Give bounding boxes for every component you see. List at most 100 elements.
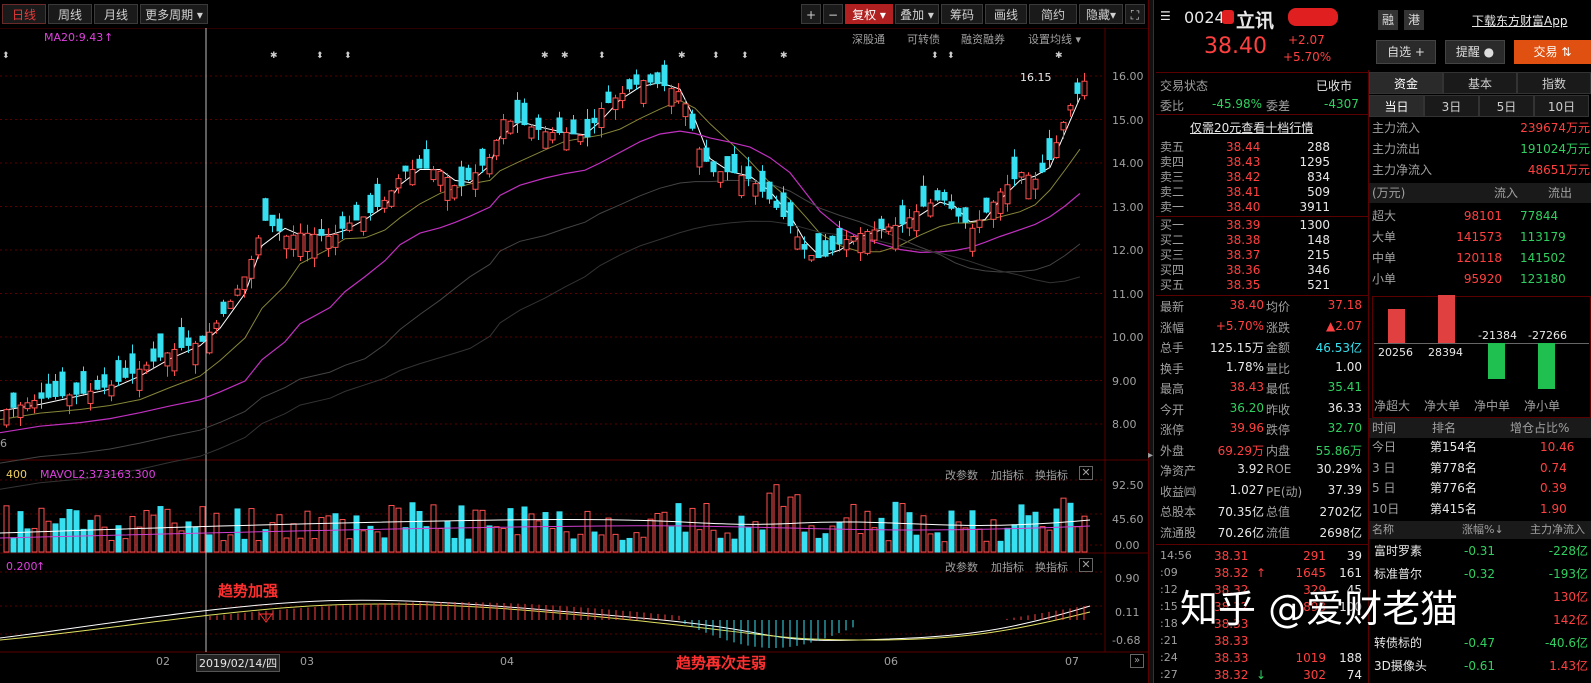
sector-name[interactable]: 标准普尔 — [1374, 567, 1423, 581]
menu-icon[interactable]: ☰ — [1160, 9, 1171, 23]
zoom-out-button[interactable]: − — [823, 4, 843, 24]
candle — [318, 229, 325, 236]
candle — [906, 217, 913, 229]
alert-button[interactable]: 提醒 ● — [1445, 40, 1505, 64]
simple-mode-button[interactable]: 简约 — [1029, 4, 1077, 24]
volume-bar — [815, 537, 822, 553]
event-marker-icon[interactable]: ✱ — [678, 51, 686, 61]
volume-bar — [493, 526, 500, 553]
event-marker-icon[interactable]: ⬍ — [598, 51, 606, 61]
bids-row[interactable]: 买三 38.37 215 — [1160, 248, 1330, 263]
link-set-ma[interactable]: 设置均线 ▾ — [1028, 33, 1082, 46]
candle — [31, 400, 38, 409]
tick-price: 38.32 — [1214, 566, 1249, 580]
volume-bar — [1074, 526, 1081, 553]
chart-area[interactable]: ⬍ ✱ ⬍ ⬍ ✱ ✱ ⬍ ✱ ⬍ ⬍ ✱ ⬍ ⬍ ✱ — [0, 28, 1148, 683]
zoom-in-button[interactable]: + — [801, 4, 821, 24]
event-marker-icon[interactable]: ⬍ — [741, 51, 749, 61]
asks-row[interactable]: 卖二 38.41 509 — [1160, 185, 1330, 200]
sector-name[interactable]: 3D摄像头 — [1374, 659, 1427, 673]
candle — [878, 218, 885, 229]
event-marker-icon[interactable]: ⬍ — [2, 51, 10, 61]
flow-period-tab[interactable]: 5日 — [1479, 95, 1534, 117]
event-marker-icon[interactable]: ✱ — [270, 51, 278, 61]
event-marker-icon[interactable]: ⬍ — [947, 51, 955, 61]
macd-switch-indicator[interactable]: 换指标 — [1035, 561, 1068, 574]
flow-period-tab[interactable]: 当日 — [1369, 95, 1424, 117]
candle — [647, 74, 654, 83]
collapse-arrow-icon[interactable]: ▸ — [1148, 450, 1154, 461]
period-day-tab[interactable]: 日线 — [2, 4, 46, 24]
hide-dropdown[interactable]: 隐藏▾ — [1079, 4, 1123, 24]
macd-edit-params[interactable]: 改参数 — [945, 561, 978, 574]
volume-bar — [458, 505, 465, 553]
asks-row[interactable]: 卖一 38.40 3911 — [1160, 200, 1330, 215]
vol-add-indicator[interactable]: 加指标 — [991, 469, 1024, 482]
bids-row[interactable]: 买二 38.38 148 — [1160, 233, 1330, 248]
more-periods-dropdown[interactable]: 更多周期 ▾ — [140, 4, 208, 24]
link-hk-connect[interactable]: 深股通 — [852, 33, 885, 46]
macd-y-tick-2: -0.68 — [1112, 634, 1141, 647]
link-margin[interactable]: 融资融券 — [961, 33, 1005, 46]
event-marker-icon[interactable]: ⬍ — [931, 51, 939, 61]
stat-label: 涨停 — [1160, 423, 1185, 437]
flow-row-in: 95920 — [1463, 272, 1502, 286]
vol-edit-params[interactable]: 改参数 — [945, 469, 978, 482]
trade-button[interactable]: 交易 ⇅ — [1514, 40, 1591, 64]
flow-tab[interactable]: 基本 — [1443, 72, 1517, 94]
asks-row[interactable]: 卖三 38.42 834 — [1160, 170, 1330, 185]
asks-row[interactable]: 卖四 38.43 1295 — [1160, 155, 1330, 170]
event-marker-icon[interactable]: ✱ — [1055, 51, 1063, 61]
volume-bar — [857, 533, 864, 553]
chips-button[interactable]: 筹码 — [941, 4, 983, 24]
event-marker-icon[interactable]: ✱ — [541, 51, 549, 61]
event-marker-icon[interactable]: ✱ — [561, 51, 569, 61]
sector-name[interactable]: 转债标的 — [1374, 636, 1423, 650]
flow-period-tab[interactable]: 3日 — [1424, 95, 1479, 117]
candle — [675, 91, 682, 102]
draw-line-button[interactable]: 画线 — [985, 4, 1027, 24]
event-marker-icon[interactable]: ✱ — [780, 51, 788, 61]
volume-bar — [654, 513, 661, 553]
scroll-right-icon[interactable]: » — [1130, 654, 1144, 668]
sector-name[interactable]: 富时罗素 — [1374, 544, 1423, 558]
price-tick: 10.00 — [1112, 331, 1144, 344]
ten-level-link[interactable]: 仅需20元查看十档行情 — [1190, 121, 1314, 135]
event-marker-icon[interactable]: ⬍ — [712, 51, 720, 61]
event-marker-icon[interactable]: ⬍ — [344, 51, 352, 61]
vol-switch-indicator[interactable]: 换指标 — [1035, 469, 1068, 482]
bids-row[interactable]: 买四 38.36 346 — [1160, 263, 1330, 278]
asks-row[interactable]: 卖五 38.44 288 — [1160, 140, 1330, 155]
fullscreen-icon[interactable]: ⛶ — [1125, 4, 1145, 24]
asks-price: 38.42 — [1226, 170, 1261, 184]
candle — [73, 382, 80, 395]
event-marker-icon[interactable]: ⬍ — [316, 51, 324, 61]
candle — [591, 117, 598, 124]
x-label-jun: 06 — [884, 655, 898, 668]
mavol-label: MAVOL2:373163.300 — [40, 468, 156, 481]
macd-add-indicator[interactable]: 加指标 — [991, 561, 1024, 574]
link-convertible[interactable]: 可转债 — [907, 33, 940, 46]
bids-row[interactable]: 买五 38.35 521 — [1160, 278, 1330, 293]
macd-close-icon[interactable]: ✕ — [1079, 558, 1093, 572]
volume-bar — [612, 533, 619, 553]
volume-bar — [507, 508, 514, 553]
flow-tab[interactable]: 指数 — [1517, 72, 1591, 94]
volume-bar — [24, 528, 31, 553]
period-week-tab[interactable]: 周线 — [48, 4, 92, 24]
adjust-dropdown[interactable]: 复权 ▾ — [845, 4, 893, 24]
panel-splitter[interactable] — [1148, 0, 1154, 683]
download-app-link[interactable]: 下载东方财富App — [1472, 14, 1568, 28]
tick-time: :21 — [1160, 634, 1178, 647]
flow-bar — [1538, 343, 1555, 390]
flow-tab[interactable]: 资金 — [1369, 72, 1443, 94]
candle — [1060, 121, 1067, 131]
cursor-date-label: 2019/02/14/四 — [196, 654, 281, 672]
overlay-dropdown[interactable]: 叠加 ▾ — [895, 4, 939, 24]
flow-period-tab[interactable]: 10日 — [1534, 95, 1589, 117]
bids-row[interactable]: 买一 38.39 1300 — [1160, 218, 1330, 233]
period-month-tab[interactable]: 月线 — [94, 4, 138, 24]
add-watchlist-button[interactable]: 自选 + — [1376, 40, 1436, 64]
vol-close-icon[interactable]: ✕ — [1079, 466, 1093, 480]
asks-volume: 3911 — [1299, 200, 1330, 214]
